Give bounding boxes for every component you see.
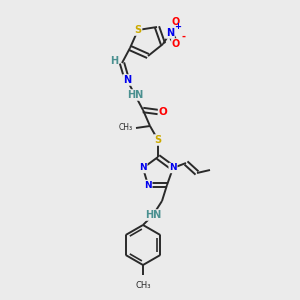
- Text: N: N: [169, 164, 177, 172]
- Text: CH₃: CH₃: [135, 281, 151, 290]
- Text: HN: HN: [145, 210, 161, 220]
- Text: HN: HN: [127, 90, 143, 100]
- Text: O: O: [172, 17, 180, 27]
- Text: O: O: [172, 39, 180, 49]
- Text: N: N: [144, 181, 152, 190]
- Text: O: O: [159, 107, 167, 117]
- Text: N: N: [139, 164, 147, 172]
- Text: S: S: [154, 135, 162, 145]
- Text: H: H: [110, 56, 118, 66]
- Text: CH₃: CH₃: [119, 124, 133, 133]
- Text: +: +: [174, 22, 181, 31]
- Text: S: S: [134, 25, 142, 35]
- Text: N: N: [123, 75, 131, 85]
- Text: -: -: [181, 32, 185, 42]
- Text: N: N: [166, 28, 174, 38]
